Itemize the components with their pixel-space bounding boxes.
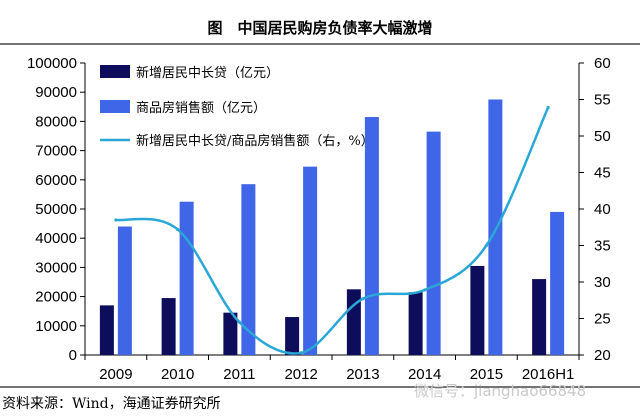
right-tick-label: 40 <box>594 201 611 218</box>
legend-swatch-loan <box>100 65 130 78</box>
bar-loan-2014 <box>408 292 423 355</box>
legend-swatch-sales <box>100 100 130 113</box>
x-tick-label: 2012 <box>284 366 317 383</box>
left-axis: 0 10000 20000 30000 40000 50000 60000 70000 8000… <box>27 55 86 364</box>
x-tick-label: 2010 <box>161 366 194 383</box>
right-tick-label: 45 <box>594 165 611 182</box>
bar-loan-2009 <box>99 305 114 355</box>
bar-sales-2012 <box>303 166 318 355</box>
ratio-point-2013 <box>361 297 365 301</box>
right-tick-label: 25 <box>594 311 611 328</box>
right-tick-label: 55 <box>594 92 611 109</box>
legend-label: 新增居民中长贷（亿元） <box>136 65 279 81</box>
bar-loan-2010 <box>161 298 176 355</box>
bar-sales-2013 <box>364 117 379 356</box>
bar-marks <box>99 99 565 356</box>
left-tick-label: 80000 <box>35 113 77 130</box>
x-tick-label: 2011 <box>223 366 255 383</box>
bar-sales-2011 <box>241 184 256 355</box>
x-tick-label: 2016H1 <box>522 366 575 383</box>
ratio-point-2016h1 <box>546 105 550 110</box>
bar-sales-2009 <box>117 226 132 355</box>
ratio-point-2014 <box>423 288 427 292</box>
ratio-point-2010 <box>176 227 180 232</box>
left-tick-label: 30000 <box>35 259 77 276</box>
legend-label: 新增居民中长贷/商品房销售额（右，%） <box>136 133 374 149</box>
ratio-point-2009 <box>114 218 118 222</box>
ratio-point-2011 <box>237 320 241 324</box>
left-tick-label: 0 <box>69 347 77 364</box>
bar-loan-2015 <box>470 265 485 355</box>
right-axis: 20 25 30 35 40 45 50 55 60 <box>578 55 611 364</box>
legend: 新增居民中长贷（亿元） 商品房销售额（亿元） 新增居民中长贷/商品房销售额（右，%） <box>100 65 374 149</box>
right-tick-label: 60 <box>594 55 611 72</box>
watermark-text: 微信号：jianghao66848 <box>414 382 586 400</box>
left-tick-label: 40000 <box>35 230 77 247</box>
bar-sales-2016h1 <box>550 211 565 355</box>
x-tick-label: 2014 <box>408 366 441 383</box>
bar-sales-2014 <box>426 131 441 355</box>
x-tick-label: 2013 <box>346 366 379 383</box>
chart-title: 图 中国居民购房负债率大幅激增 <box>207 19 432 37</box>
left-tick-label: 60000 <box>35 172 77 189</box>
right-tick-label: 20 <box>594 347 611 364</box>
left-tick-label: 10000 <box>35 318 77 335</box>
ratio-point-2012 <box>299 351 303 355</box>
source-note: 资料来源：Wind，海通证券研究所 <box>2 396 221 412</box>
x-tick-label: 2009 <box>99 366 132 383</box>
left-tick-label: 20000 <box>35 289 77 306</box>
bar-loan-2012 <box>285 317 300 355</box>
right-tick-label: 30 <box>594 274 611 291</box>
right-tick-label: 35 <box>594 238 611 255</box>
ratio-point-2015 <box>484 243 488 248</box>
left-tick-label: 100000 <box>27 55 77 72</box>
bar-loan-2016h1 <box>532 279 547 355</box>
ratio-line-layer <box>114 105 550 355</box>
legend-label: 商品房销售额（亿元） <box>136 100 266 116</box>
x-tick-label: 2015 <box>470 366 503 383</box>
bar-sales-2010 <box>179 201 194 355</box>
left-tick-label: 90000 <box>35 84 77 101</box>
bar-loan-2013 <box>346 289 361 355</box>
left-tick-label: 50000 <box>35 201 77 218</box>
bar-sales-2015 <box>488 99 503 355</box>
x-axis: 2009 2010 2011 2012 2013 2014 2015 2016H1 <box>84 354 580 383</box>
right-tick-label: 50 <box>594 128 611 145</box>
bar-loan-2011 <box>223 312 238 355</box>
left-tick-label: 70000 <box>35 143 77 160</box>
